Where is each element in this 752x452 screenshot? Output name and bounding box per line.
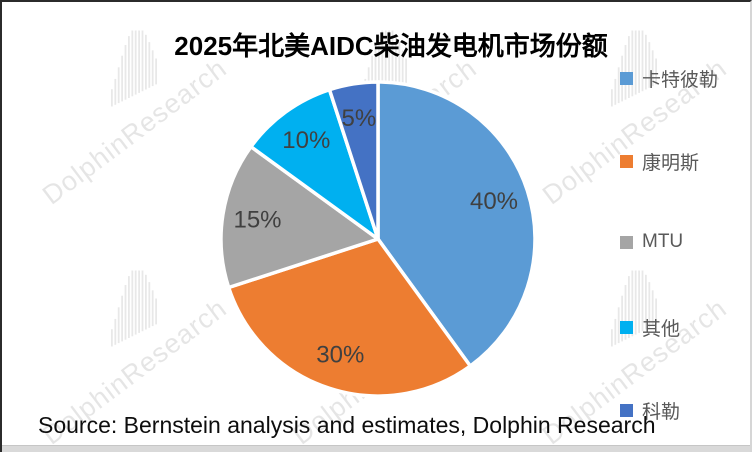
legend-swatch-icon bbox=[620, 235, 633, 249]
legend-swatch-icon bbox=[620, 404, 633, 417]
dolphin-bars-logo-icon bbox=[611, 266, 657, 347]
legend-item-科勒: 科勒 bbox=[620, 397, 680, 424]
dolphin-bars-logo-icon bbox=[111, 26, 157, 107]
watermark-logo bbox=[607, 266, 663, 354]
legend-swatch-icon bbox=[620, 155, 633, 168]
chart-legend: 卡特彼勒康明斯 MTU 其他科勒 bbox=[620, 0, 750, 452]
legend-label: 其他 bbox=[642, 319, 681, 340]
watermark-logo bbox=[607, 26, 663, 114]
dolphin-bars-logo-icon bbox=[611, 26, 657, 107]
legend-label: 科勒 bbox=[642, 402, 681, 423]
chart-title: 2025年北美AIDC柴油发电机市场份额 bbox=[174, 31, 608, 61]
legend-item-其他: 其他 bbox=[620, 314, 680, 341]
legend-swatch-icon bbox=[620, 321, 633, 334]
watermark-logo bbox=[107, 26, 163, 114]
dolphin-bars-logo-icon bbox=[111, 266, 157, 347]
watermark-logo bbox=[107, 266, 163, 354]
legend-item-MTU: MTU bbox=[620, 231, 683, 253]
legend-item-卡特彼勒: 卡特彼勒 bbox=[620, 65, 718, 92]
legend-label: 卡特彼勒 bbox=[642, 70, 719, 91]
source-text: Source: Bernstein analysis and estimates… bbox=[38, 412, 656, 438]
legend-label: 康明斯 bbox=[642, 153, 700, 174]
legend-label: MTU bbox=[642, 231, 684, 252]
legend-swatch-icon bbox=[620, 72, 633, 85]
bottom-border-strip bbox=[0, 445, 752, 452]
legend-item-康明斯: 康明斯 bbox=[620, 148, 699, 175]
